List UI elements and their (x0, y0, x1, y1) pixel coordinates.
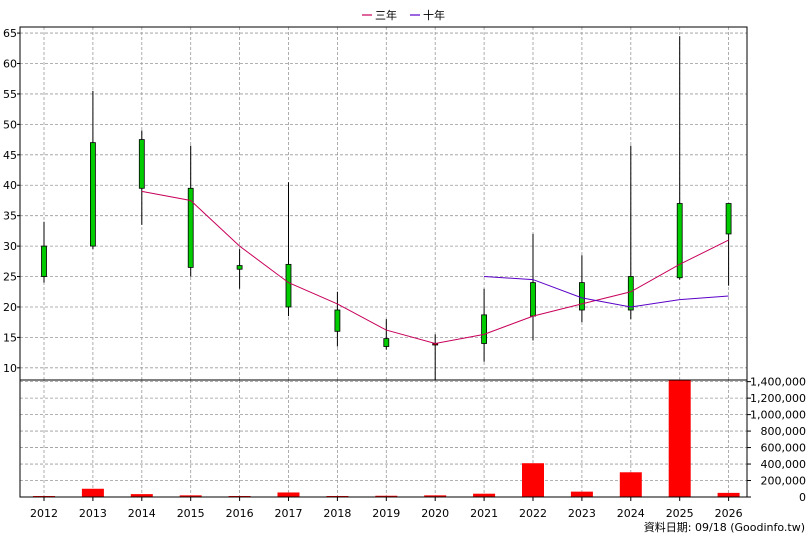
x-tick-label: 2026 (715, 507, 743, 520)
volume-tick-label: 200,000 (761, 475, 807, 488)
candle-body (236, 265, 243, 270)
price-tick-label: 35 (3, 210, 17, 223)
candle (725, 203, 732, 286)
candle (383, 319, 390, 350)
volume-tick-label: 400,000 (761, 458, 807, 471)
price-y-axis-ticks: 10 15 20 25 30 35 40 45 50 55 60 65 (3, 27, 20, 375)
panel-frames (19, 26, 748, 498)
candle-body (530, 282, 536, 317)
volume-tick-label: 0 (799, 491, 806, 504)
x-tick-label: 2012 (30, 507, 58, 520)
candle (90, 90, 96, 250)
volume-bar (619, 472, 642, 497)
price-tick-label: 20 (3, 301, 17, 314)
candle-body (481, 314, 488, 344)
candle-body (579, 282, 585, 311)
x-tick-label: 2021 (470, 507, 498, 520)
volume-bars (33, 380, 740, 497)
x-tick-label: 2020 (421, 507, 449, 520)
series-line (484, 276, 729, 308)
candle-body (627, 276, 634, 311)
volume-bar (570, 491, 593, 497)
volume-tick-label: 800,000 (761, 425, 807, 438)
volume-tick-label: 1,000,000 (750, 409, 806, 422)
price-tick-label: 55 (3, 88, 17, 101)
x-tick-label: 2022 (519, 507, 547, 520)
candle (481, 288, 488, 362)
x-tick-label: 2017 (275, 507, 303, 520)
candle-body (334, 309, 341, 332)
volume-bar (81, 488, 104, 497)
candle (579, 255, 585, 323)
volume-tick-label: 1,400,000 (750, 376, 806, 389)
candle-body (41, 245, 47, 277)
x-tick-label: 2016 (226, 507, 254, 520)
price-tick-label: 65 (3, 27, 17, 40)
price-tick-label: 50 (3, 118, 17, 131)
candle-body (90, 142, 96, 247)
candle (676, 36, 683, 280)
price-panel-frame (19, 26, 748, 381)
candle (138, 130, 145, 225)
candle (530, 233, 536, 341)
candle (41, 221, 47, 283)
candle (627, 145, 634, 320)
x-tick-label: 2013 (79, 507, 107, 520)
x-tick-label: 2018 (323, 507, 351, 520)
price-tick-label: 30 (3, 240, 17, 253)
x-tick-label: 2019 (372, 507, 400, 520)
price-tick-label: 10 (3, 362, 17, 375)
volume-bar (375, 495, 398, 497)
volume-tick-label: 600,000 (761, 442, 807, 455)
volume-bar (668, 380, 691, 497)
candle (285, 182, 292, 317)
moving-average-lines (141, 190, 729, 344)
x-tick-label: 2015 (177, 507, 205, 520)
x-tick-label: 2014 (128, 507, 156, 520)
volume-bar (717, 492, 740, 497)
volume-bar (130, 494, 153, 497)
x-tick-label: 2023 (568, 507, 596, 520)
volume-bar (522, 463, 544, 497)
candle-body (187, 187, 194, 268)
volume-panel-frame (19, 379, 748, 498)
candle (334, 291, 341, 347)
chart-legend: 三年 十年 (362, 8, 445, 22)
price-tick-label: 25 (3, 271, 17, 284)
candle (187, 145, 194, 277)
data-date-footer: 資料日期: 09/18 (Goodinfo.tw) (644, 520, 805, 534)
candle-body (725, 203, 732, 235)
x-tick-label: 2025 (666, 507, 694, 520)
volume-bar (277, 492, 300, 497)
x-tick-label: 2024 (617, 507, 645, 520)
volume-y-axis-ticks: 0 200,000 400,000 600,000 800,000 1,000,000 1,… (747, 376, 806, 504)
price-panel-grid (20, 27, 747, 380)
candle (432, 334, 439, 380)
legend-label: 三年 (375, 8, 397, 22)
volume-bar (473, 493, 496, 497)
candle-body (383, 338, 390, 347)
price-candles (41, 36, 732, 380)
legend-label: 十年 (423, 8, 445, 22)
candle (236, 249, 243, 289)
x-axis-ticks: 2012 2013 2014 2015 2016 2017 2018 2019 2020 2021… (30, 497, 743, 520)
candle-body (285, 263, 292, 308)
volume-bar (179, 495, 202, 497)
candle-body (138, 139, 145, 189)
candle-body (676, 203, 683, 279)
price-tick-label: 15 (3, 331, 17, 344)
price-tick-label: 60 (3, 58, 17, 71)
volume-bar (424, 495, 447, 497)
price-tick-label: 45 (3, 149, 17, 162)
price-tick-label: 40 (3, 179, 17, 192)
volume-tick-label: 1,200,000 (750, 392, 806, 405)
series-line (141, 190, 729, 344)
